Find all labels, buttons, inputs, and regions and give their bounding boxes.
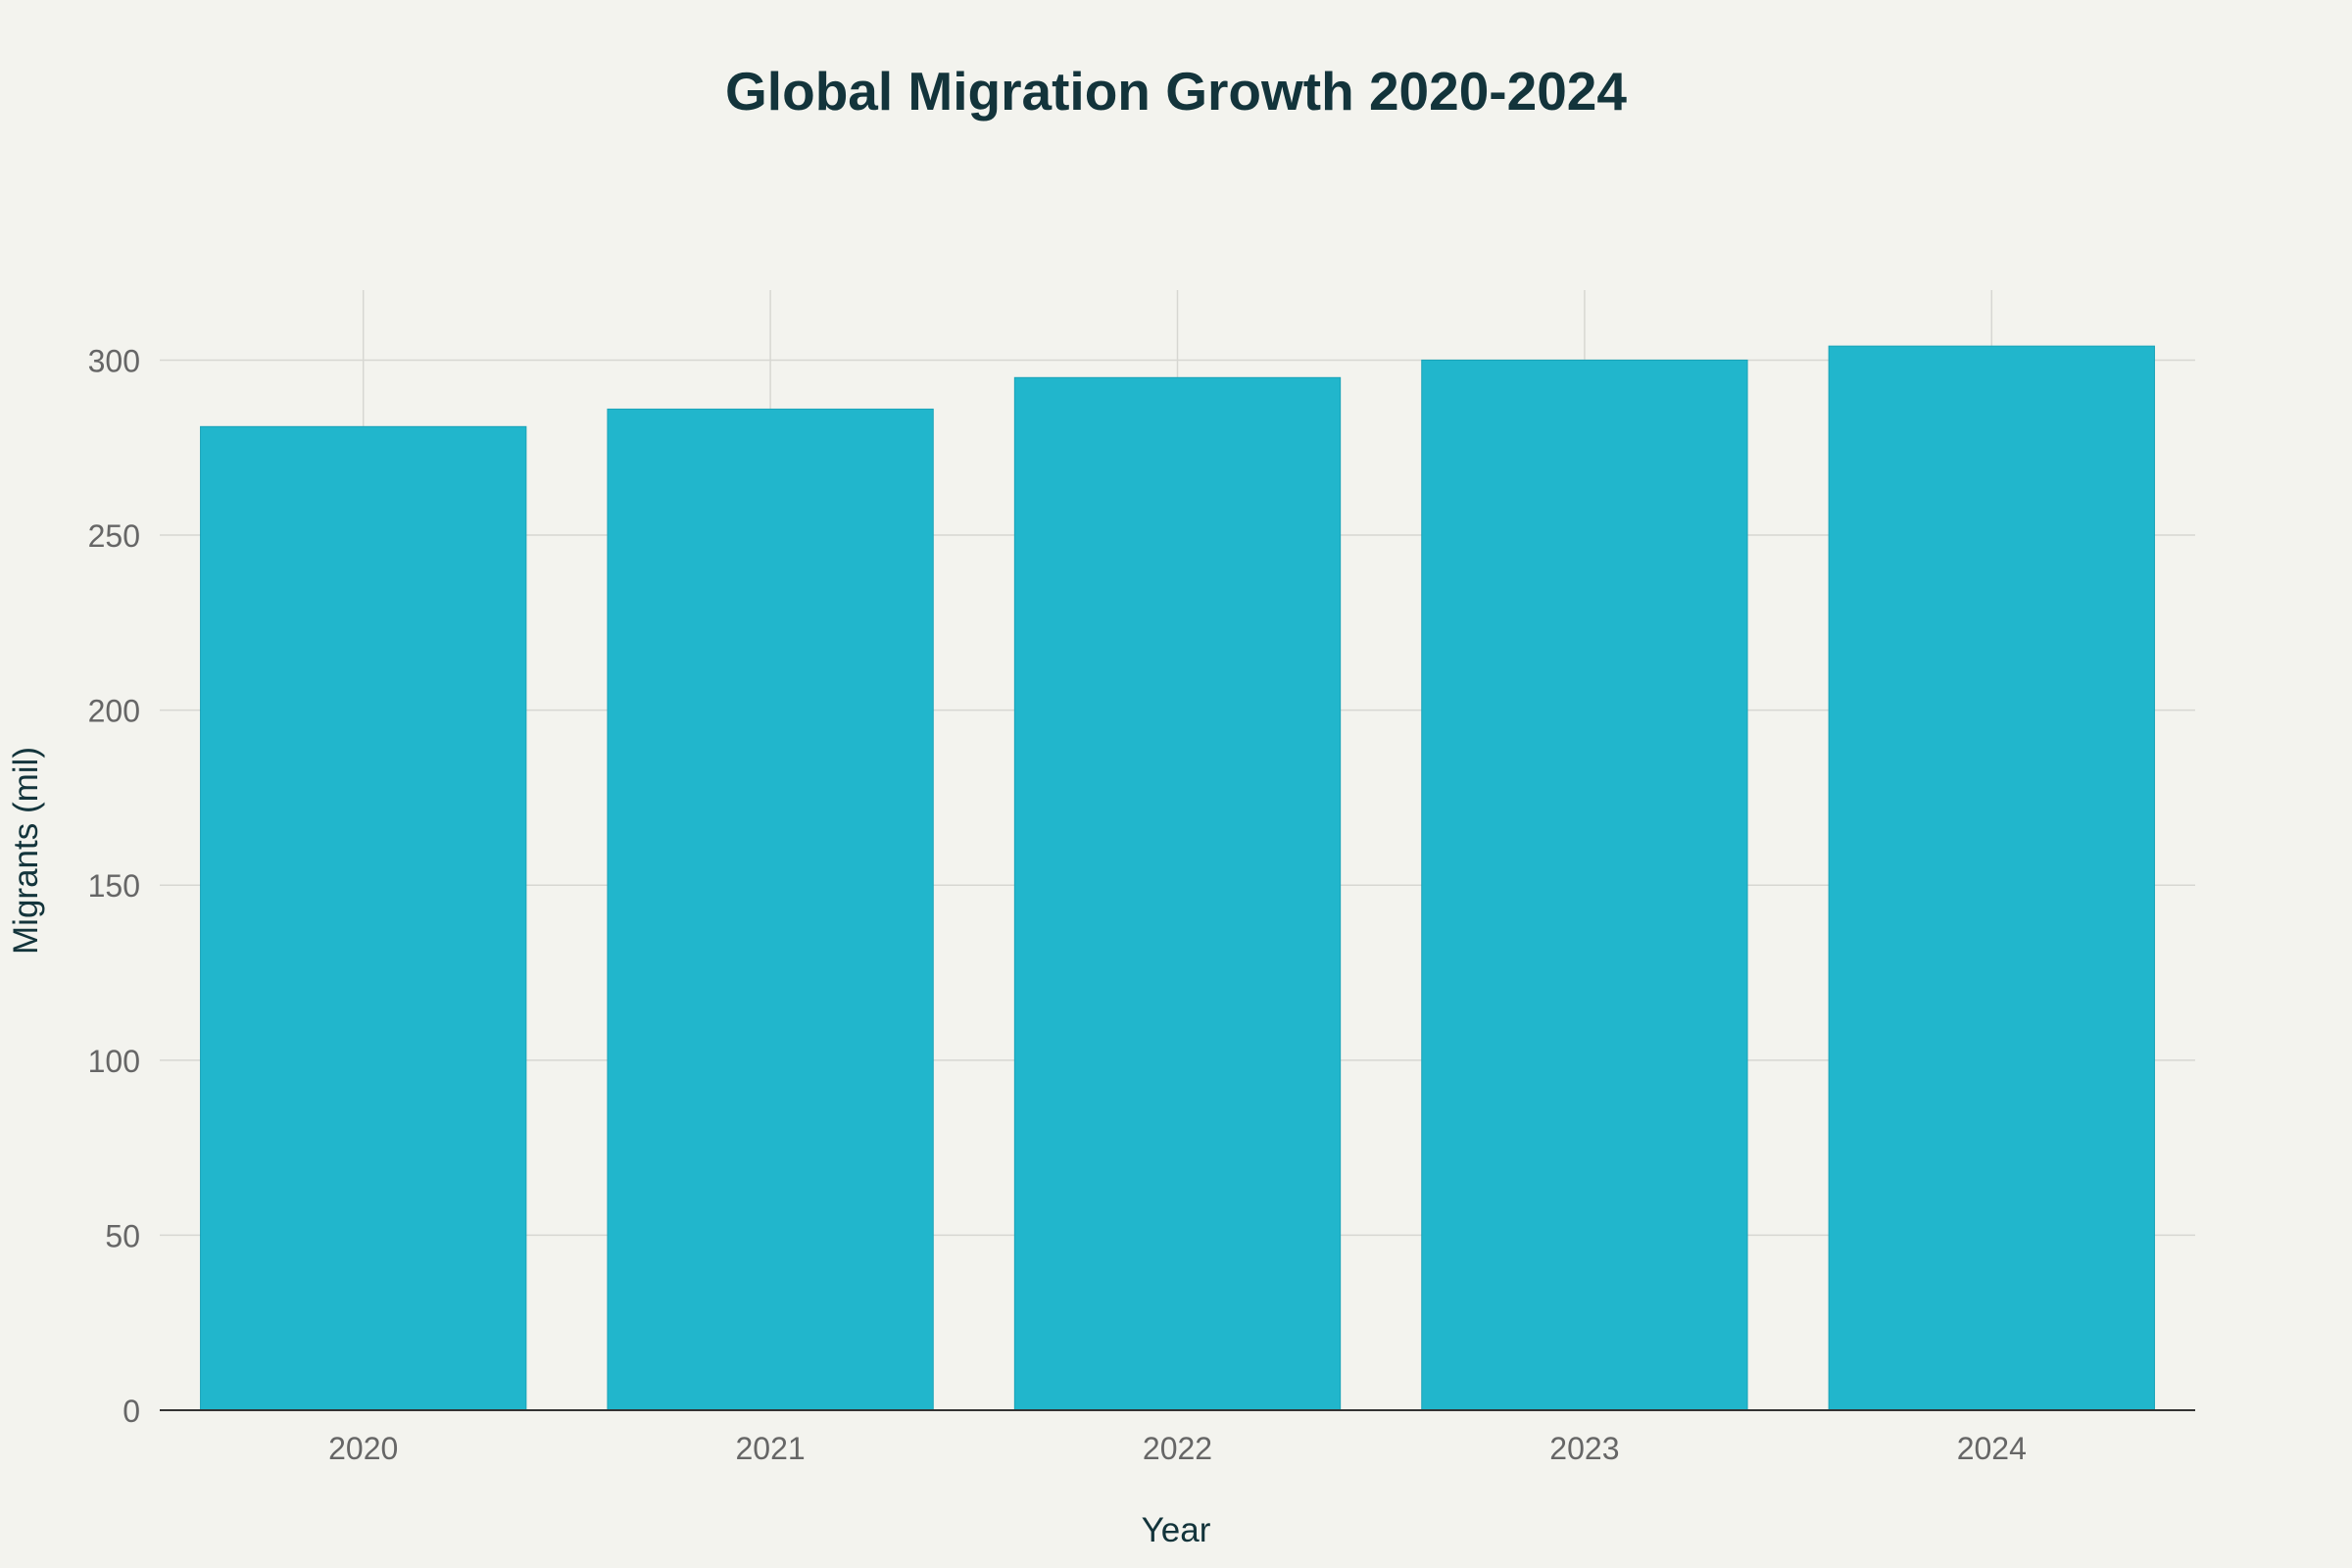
x-tick-label: 2024 [1957, 1431, 2027, 1466]
bar-2022 [1013, 376, 1342, 1411]
x-axis-ticks: 2020 2021 2022 2023 2024 [328, 1431, 2027, 1466]
y-tick-label: 100 [88, 1044, 140, 1079]
y-tick-label: 300 [88, 343, 140, 378]
y-axis-ticks: 0 50 100 150 200 250 300 [88, 343, 140, 1429]
y-tick-label: 0 [122, 1394, 140, 1429]
x-tick-label: 2020 [328, 1431, 398, 1466]
x-tick-label: 2021 [736, 1431, 806, 1466]
bar-2021 [607, 408, 934, 1411]
bar-2020 [200, 425, 527, 1411]
bar-2023 [1421, 359, 1748, 1411]
y-tick-label: 200 [88, 694, 140, 729]
y-tick-label: 50 [105, 1218, 140, 1253]
x-tick-label: 2022 [1143, 1431, 1212, 1466]
y-tick-label: 150 [88, 868, 140, 904]
bar-2024 [1828, 345, 2155, 1411]
y-tick-label: 250 [88, 518, 140, 554]
chart-title: Global Migration Growth 2020-2024 [725, 61, 1627, 122]
bars [200, 345, 2155, 1411]
y-axis-title: Migrants (mil) [7, 747, 45, 955]
x-axis-title: Year [1142, 1511, 1211, 1549]
x-tick-label: 2023 [1549, 1431, 1619, 1466]
